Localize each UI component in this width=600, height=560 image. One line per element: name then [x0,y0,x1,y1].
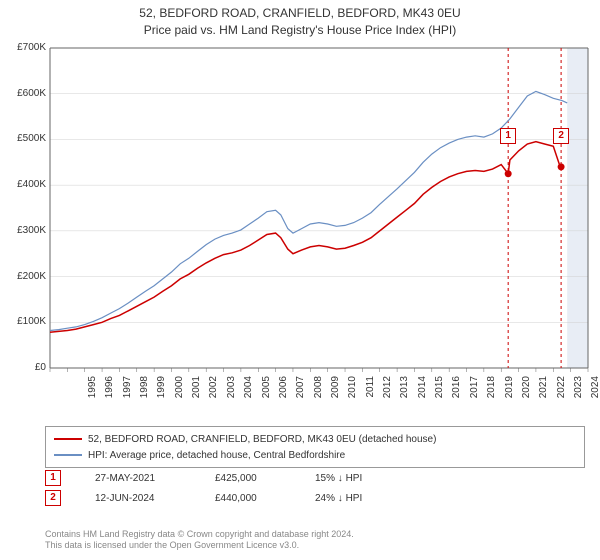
chart-title-line2: Price paid vs. HM Land Registry's House … [0,22,600,37]
data-point-marker: 2 [45,490,61,506]
data-point-date: 27-MAY-2021 [95,473,185,484]
x-tick-label: 2015 [434,376,445,416]
data-point-date: 12-JUN-2024 [95,493,185,504]
x-tick-label: 2019 [504,376,515,416]
data-point-row: 2 12-JUN-2024 £440,000 24% ↓ HPI [45,488,585,508]
x-tick-label: 2018 [486,376,497,416]
x-tick-label: 2023 [573,376,584,416]
x-tick-label: 2013 [399,376,410,416]
x-tick-label: 2024 [590,376,600,416]
y-tick-label: £500K [4,133,46,144]
y-tick-label: £200K [4,271,46,282]
x-tick-label: 2021 [538,376,549,416]
legend-item: 52, BEDFORD ROAD, CRANFIELD, BEDFORD, MK… [54,431,576,447]
chart-title-line1: 52, BEDFORD ROAD, CRANFIELD, BEDFORD, MK… [0,0,600,22]
x-tick-label: 1997 [122,376,133,416]
x-tick-label: 2011 [365,376,376,416]
x-tick-label: 2012 [382,376,393,416]
y-tick-label: £300K [4,225,46,236]
x-tick-label: 2007 [295,376,306,416]
footnote: Contains HM Land Registry data © Crown c… [45,529,354,552]
x-tick-label: 2020 [521,376,532,416]
y-tick-label: £400K [4,179,46,190]
x-tick-label: 2000 [174,376,185,416]
data-point-row: 1 27-MAY-2021 £425,000 15% ↓ HPI [45,468,585,488]
data-point-price: £440,000 [215,493,285,504]
x-tick-label: 2014 [417,376,428,416]
data-point-price: £425,000 [215,473,285,484]
y-tick-label: £700K [4,42,46,53]
x-tick-label: 1996 [104,376,115,416]
x-tick-label: 2016 [451,376,462,416]
x-tick-label: 2001 [191,376,202,416]
legend-swatch [54,438,82,440]
y-tick-label: £100K [4,316,46,327]
x-tick-label: 2004 [243,376,254,416]
x-tick-label: 2017 [469,376,480,416]
legend-swatch [54,454,82,456]
x-tick-label: 2005 [261,376,272,416]
data-point-diff: 15% ↓ HPI [315,473,405,484]
x-tick-label: 2006 [278,376,289,416]
legend-label: HPI: Average price, detached house, Cent… [88,450,345,461]
legend-item: HPI: Average price, detached house, Cent… [54,447,576,463]
chart-area: £0 £100K £200K £300K £400K £500K £600K £700K 19… [0,40,600,420]
y-tick-label: £0 [4,362,46,373]
x-tick-label: 2002 [208,376,219,416]
data-points-table: 1 27-MAY-2021 £425,000 15% ↓ HPI 2 12-JUN-202… [45,468,585,508]
chart-marker-1: 1 [500,128,516,144]
x-tick-label: 2003 [226,376,237,416]
data-point-diff: 24% ↓ HPI [315,493,405,504]
line-chart-svg [0,40,600,420]
x-tick-label: 2009 [330,376,341,416]
x-tick-label: 2010 [347,376,358,416]
legend-label: 52, BEDFORD ROAD, CRANFIELD, BEDFORD, MK… [88,434,436,445]
legend-box: 52, BEDFORD ROAD, CRANFIELD, BEDFORD, MK… [45,426,585,468]
footnote-line2: This data is licensed under the Open Gov… [45,540,354,552]
x-tick-label: 2008 [313,376,324,416]
chart-marker-2: 2 [553,128,569,144]
y-tick-label: £600K [4,88,46,99]
x-tick-label: 1995 [87,376,98,416]
x-tick-label: 1998 [139,376,150,416]
x-tick-label: 2022 [556,376,567,416]
data-point-marker: 1 [45,470,61,486]
x-tick-label: 1999 [156,376,167,416]
footnote-line1: Contains HM Land Registry data © Crown c… [45,529,354,541]
